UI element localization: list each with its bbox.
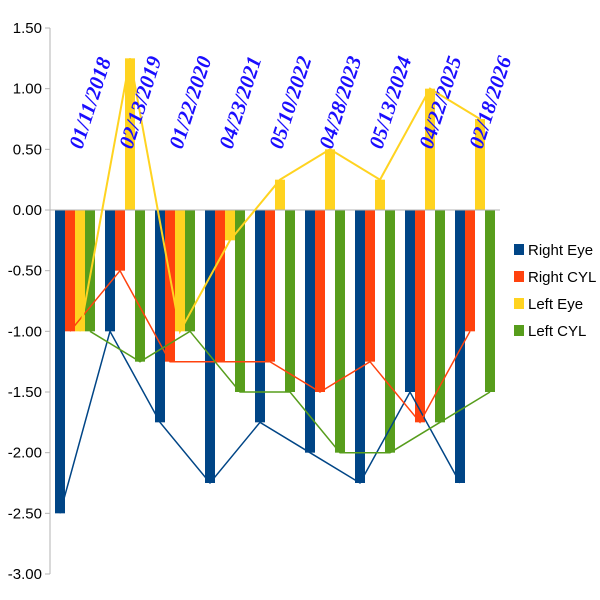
y-tick-label: 0.50 <box>13 141 42 158</box>
bar-right-eye <box>155 210 165 423</box>
bar-right-cyl <box>65 210 75 332</box>
y-tick-label: -1.00 <box>8 323 42 340</box>
y-tick-label: 1.50 <box>13 20 42 37</box>
bar-left-eye <box>425 88 435 210</box>
y-tick-label: -1.50 <box>8 384 42 401</box>
bar-left-eye <box>175 210 185 332</box>
category-label: 01/22/2020 <box>164 53 217 152</box>
y-tick-label: 1.00 <box>13 81 42 98</box>
bar-left-eye <box>75 210 85 332</box>
bar-left-cyl <box>285 210 295 392</box>
legend-label: Right CYL <box>528 269 596 286</box>
bar-left-cyl <box>85 210 95 332</box>
bar-left-eye <box>225 210 235 241</box>
category-label: 04/28/2023 <box>314 53 366 151</box>
bar-left-eye <box>375 179 385 210</box>
bar-left-cyl <box>435 210 445 423</box>
bar-right-cyl <box>115 210 125 271</box>
legend-swatch <box>514 271 524 282</box>
y-tick-label: 0.00 <box>13 202 42 219</box>
y-tick-label: -2.50 <box>8 505 42 522</box>
bar-right-eye <box>105 210 115 332</box>
line-right-cyl <box>69 269 471 424</box>
line-right-eye <box>59 329 461 514</box>
legend-label: Left CYL <box>528 323 586 340</box>
bar-left-cyl <box>385 210 395 453</box>
legend-swatch <box>514 298 524 309</box>
bar-right-cyl <box>215 210 225 362</box>
bar-left-eye <box>275 179 285 210</box>
category-label: 05/10/2022 <box>264 53 317 152</box>
line-left-cyl <box>89 330 491 454</box>
legend-label: Left Eye <box>528 296 583 313</box>
bar-left-eye <box>125 58 135 211</box>
bar-right-cyl <box>265 210 275 362</box>
bar-right-cyl <box>365 210 375 362</box>
legend-label: Right Eye <box>528 242 593 259</box>
bar-left-cyl <box>185 210 195 332</box>
y-tick-label: -2.00 <box>8 445 42 462</box>
bar-left-cyl <box>235 210 245 392</box>
bar-left-cyl <box>485 210 495 392</box>
bar-right-eye <box>205 210 215 483</box>
legend-swatch <box>514 244 524 255</box>
legend-swatch <box>514 325 524 336</box>
bar-right-cyl <box>415 210 425 423</box>
line-left-eye <box>79 58 481 335</box>
bar-right-eye <box>255 210 265 423</box>
bar-right-eye <box>305 210 315 453</box>
bar-right-cyl <box>165 210 175 362</box>
bar-right-eye <box>55 210 65 514</box>
category-label: 05/13/2024 <box>364 53 416 151</box>
bar-left-eye <box>475 119 485 210</box>
category-label: 04/23/2021 <box>214 53 266 151</box>
category-label: 02/18/2026 <box>464 53 517 152</box>
bar-left-cyl <box>135 210 145 362</box>
bar-right-eye <box>405 210 415 392</box>
category-label: 01/11/2018 <box>64 54 116 152</box>
y-tick-label: -3.00 <box>8 566 42 583</box>
bar-right-eye <box>455 210 465 483</box>
bar-left-eye <box>325 149 335 210</box>
bar-left-cyl <box>335 210 345 453</box>
bar-right-cyl <box>315 210 325 392</box>
bar-right-eye <box>355 210 365 483</box>
y-tick-label: -0.50 <box>8 263 42 280</box>
bar-right-cyl <box>465 210 475 332</box>
